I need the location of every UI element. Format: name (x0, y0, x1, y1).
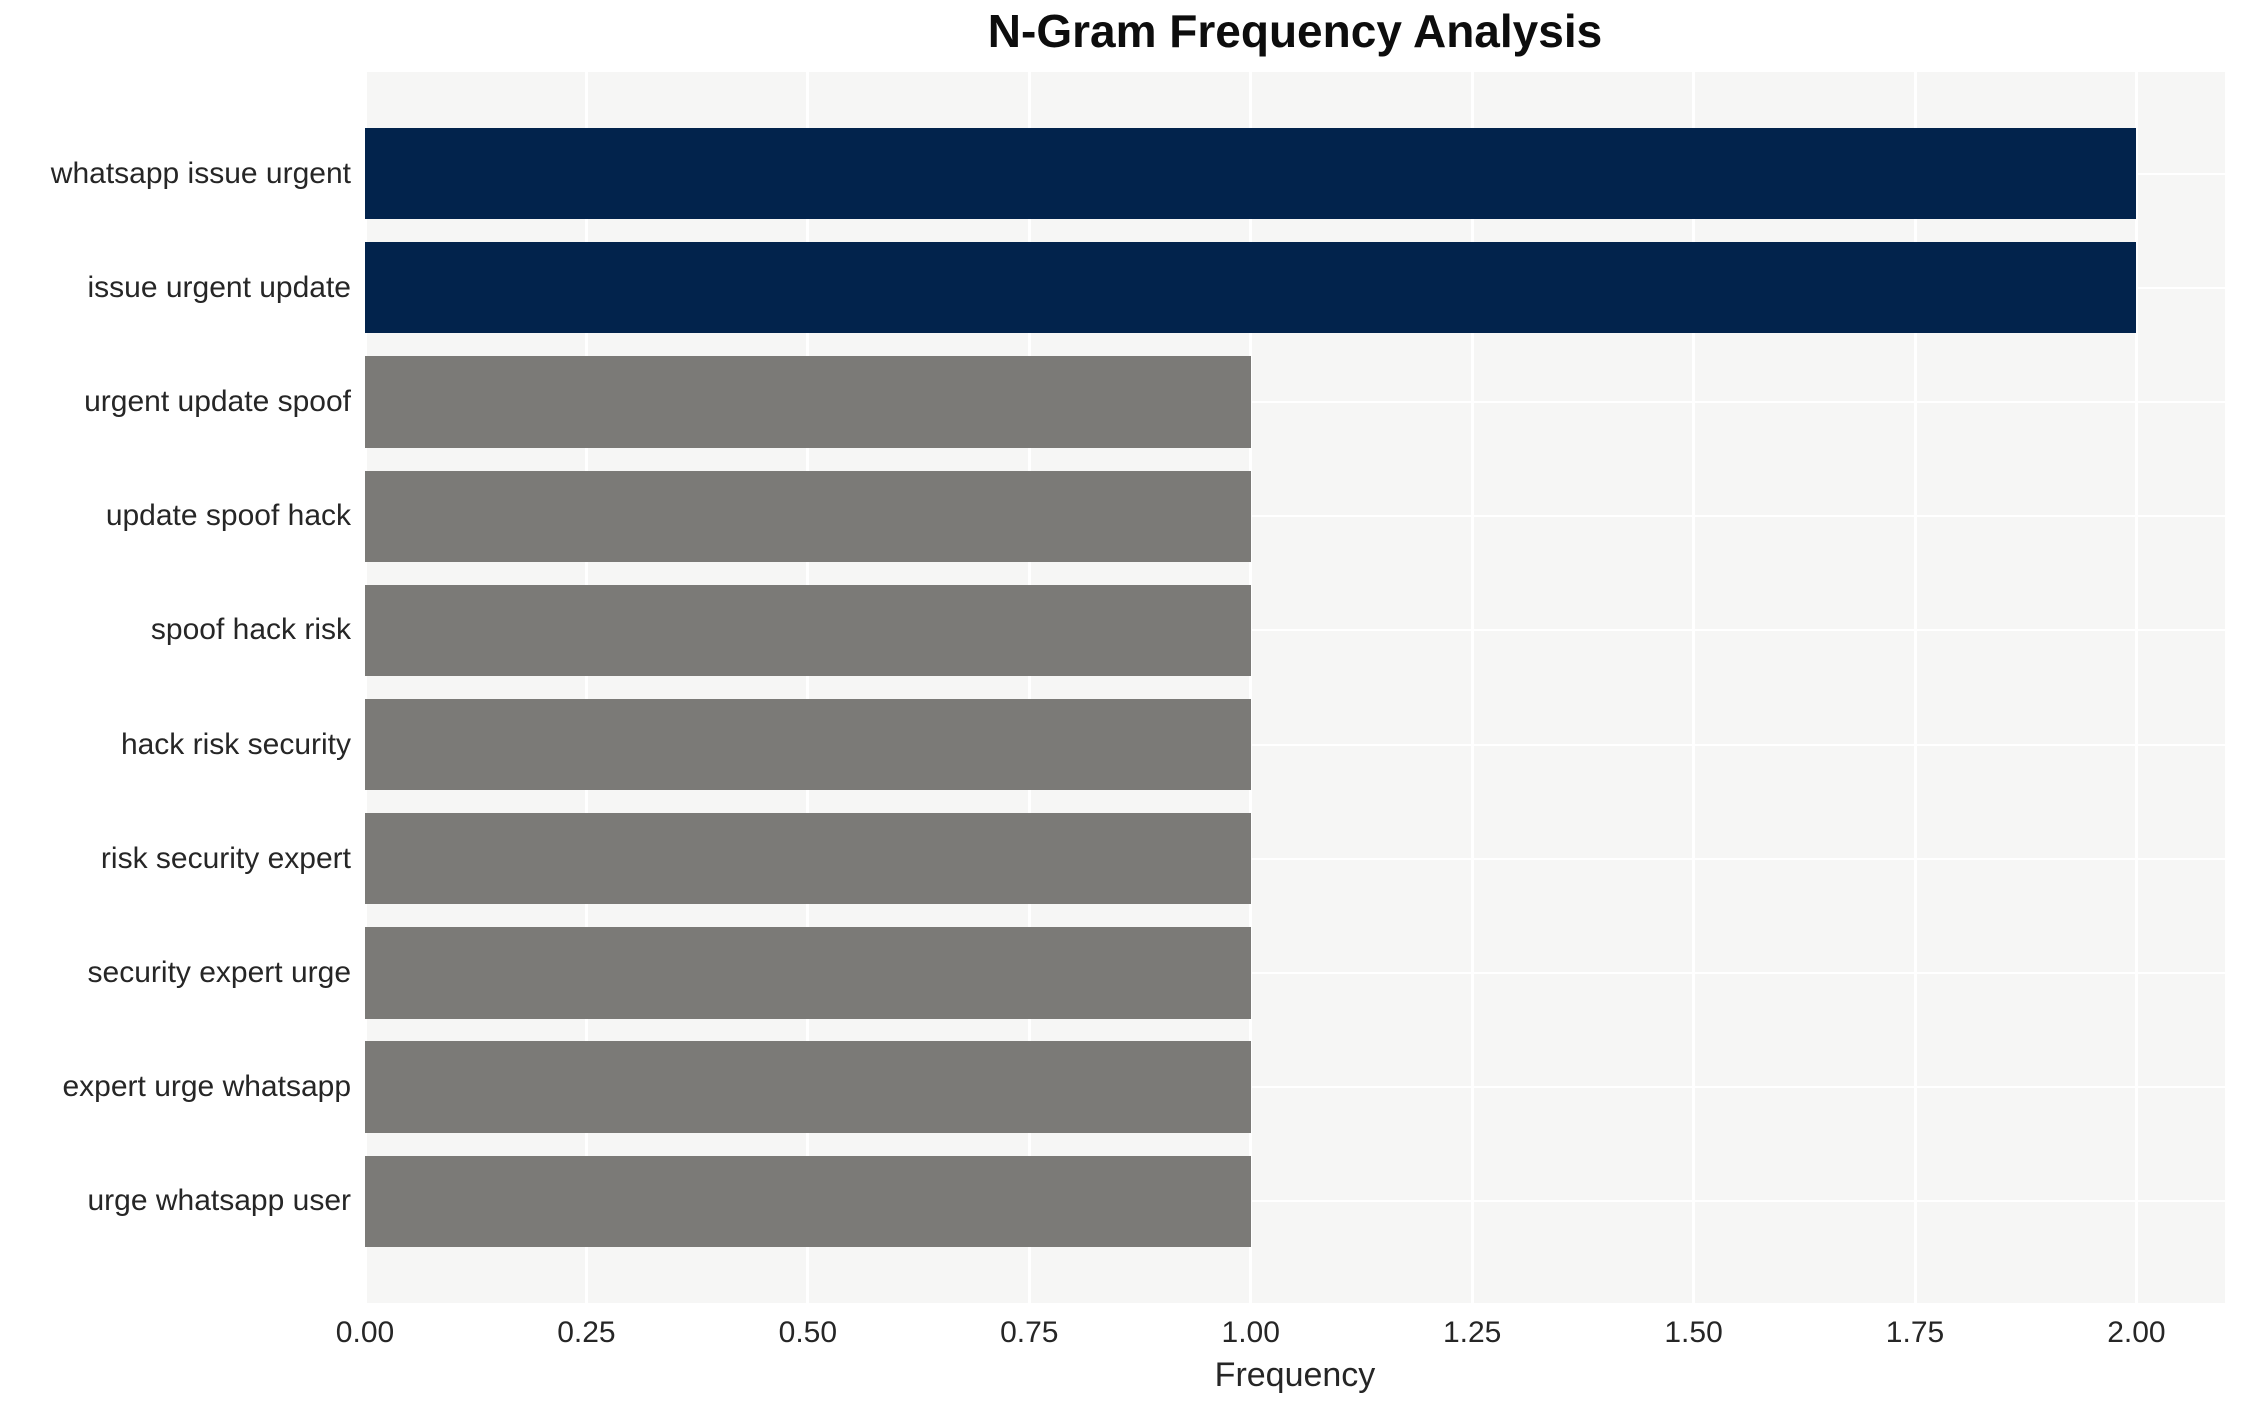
y-tick-label: hack risk security (120, 727, 351, 761)
x-tick-label: 0.25 (557, 1316, 616, 1349)
y-tick-label: urge whatsapp user (87, 1184, 352, 1218)
x-tick-label: 0.75 (1000, 1316, 1059, 1349)
chart-title: N-Gram Frequency Analysis (987, 5, 1603, 57)
x-tick-label: 0.50 (778, 1316, 838, 1349)
vertical-gridline (584, 72, 588, 1303)
bar-urgent-update-spoof (365, 356, 1251, 448)
vertical-gridline (1692, 72, 1696, 1303)
horizontal-gridline (365, 971, 2225, 974)
x-axis-label: Frequency (1214, 1356, 1376, 1394)
horizontal-gridline (365, 1200, 2225, 1203)
bar-issue-urgent-update (365, 242, 2137, 334)
y-tick-label: risk security expert (100, 841, 351, 875)
y-tick-label: issue urgent update (87, 270, 351, 304)
y-tick-label: expert urge whatsapp (62, 1070, 351, 1104)
bar-expert-urge-whatsapp (365, 1041, 1251, 1133)
x-axis-tick-labels: 0.00 0.25 0.50 0.75 1.00 1.25 1.50 1.75 2.00 (0, 1316, 2243, 1356)
plot-area (365, 72, 2225, 1303)
horizontal-gridline (365, 629, 2225, 632)
vertical-gridline (1249, 72, 1253, 1303)
bar-whatsapp-issue-urgent (365, 127, 2137, 220)
x-tick-label: 1.75 (1885, 1316, 1945, 1349)
vertical-gridline (2134, 72, 2138, 1303)
y-tick-label: security expert urge (87, 955, 351, 989)
y-tick-label: update spoof hack (105, 499, 351, 533)
y-tick-label: urgent update spoof (84, 385, 351, 419)
vertical-gridline (365, 72, 367, 1303)
vertical-gridline (1470, 72, 1474, 1303)
x-tick-label: 1.00 (1221, 1316, 1280, 1349)
horizontal-gridline (365, 401, 2225, 404)
y-tick-label: spoof hack risk (150, 613, 351, 647)
horizontal-gridline (365, 743, 2225, 746)
bar-spoof-hack-risk (365, 584, 1251, 677)
bar-risk-security-expert (365, 813, 1251, 905)
y-tick-label: whatsapp issue urgent (50, 156, 351, 190)
bar-security-expert-urge (365, 927, 1251, 1019)
horizontal-gridline (365, 857, 2225, 860)
bar-update-spoof-hack (365, 470, 1251, 562)
y-axis-category-labels: whatsapp issue urgent issue urgent update… (0, 72, 351, 1303)
x-tick-label: 1.50 (1664, 1316, 1723, 1349)
horizontal-gridline (365, 515, 2225, 518)
horizontal-gridline (365, 1086, 2225, 1089)
x-tick-label: 0.00 (335, 1316, 395, 1349)
bar-hack-risk-security (365, 698, 1251, 791)
vertical-gridline (1913, 72, 1917, 1303)
x-tick-label: 2.00 (2107, 1316, 2166, 1349)
x-tick-label: 1.25 (1442, 1316, 1502, 1349)
vertical-gridline (806, 72, 810, 1303)
vertical-gridline (1027, 72, 1031, 1303)
bar-urge-whatsapp-user (365, 1155, 1251, 1248)
